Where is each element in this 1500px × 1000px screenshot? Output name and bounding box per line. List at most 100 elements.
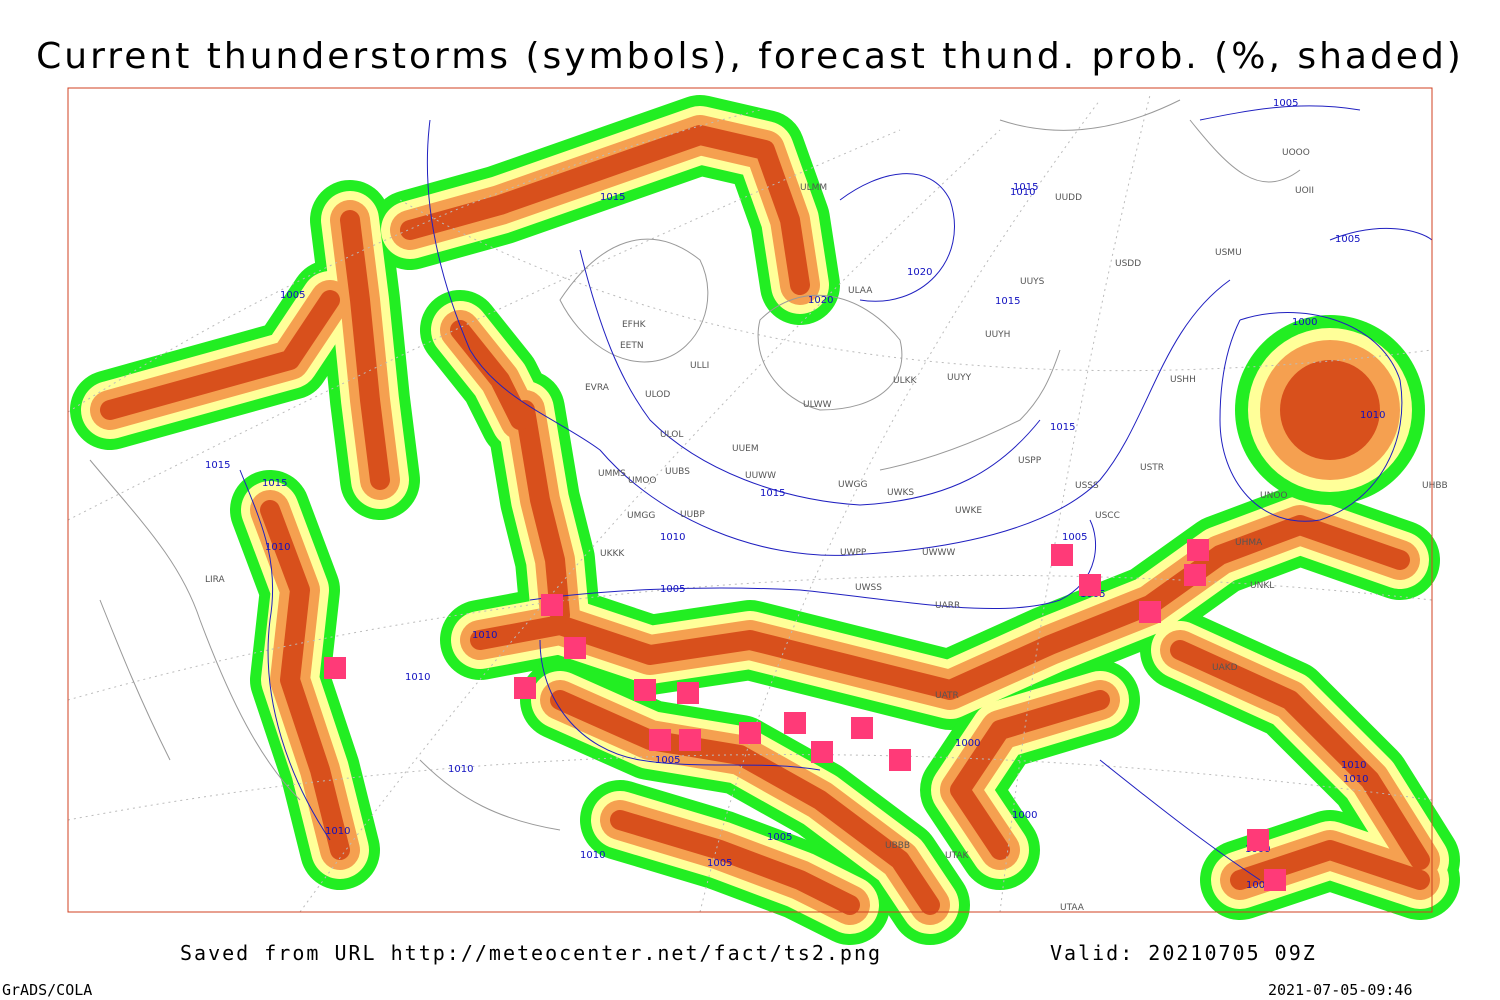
isobar-label: 1005 bbox=[1062, 532, 1087, 543]
isobar bbox=[239, 469, 331, 841]
station-label: ULAA bbox=[848, 286, 873, 296]
isobar-label: 1000 bbox=[955, 738, 980, 749]
probability-field bbox=[70, 95, 1460, 945]
station-label: UNKL bbox=[1250, 581, 1274, 591]
graticule-line bbox=[67, 574, 1433, 701]
map-title: Current thunderstorms (symbols), forecas… bbox=[36, 36, 1464, 77]
graticule-line bbox=[299, 129, 1001, 913]
isobar-label: 1005 bbox=[655, 755, 680, 766]
probability-band bbox=[450, 320, 530, 430]
storm-symbol bbox=[1051, 544, 1073, 566]
storm-symbol bbox=[677, 682, 699, 704]
station-label: ULOD bbox=[645, 390, 670, 400]
storm-symbol bbox=[634, 679, 656, 701]
station-label: EFHK bbox=[622, 320, 647, 330]
probability-band bbox=[400, 125, 810, 295]
coastline bbox=[999, 99, 1301, 183]
station-label: UUYH bbox=[985, 330, 1010, 340]
isobar-label: 1010 bbox=[1343, 774, 1368, 785]
storm-symbol bbox=[1079, 574, 1101, 596]
station-label: UARR bbox=[935, 601, 960, 611]
isobar bbox=[426, 119, 1231, 556]
isobar-label: 1000 bbox=[1246, 880, 1271, 891]
coastline bbox=[757, 294, 903, 411]
station-label: UWPP bbox=[840, 548, 867, 558]
station-label: UWKE bbox=[955, 506, 982, 516]
probability-band bbox=[950, 690, 1110, 860]
isobar-label: 1010 bbox=[1360, 410, 1385, 421]
station-label: UUBS bbox=[665, 467, 690, 477]
probability-band bbox=[470, 515, 1410, 700]
isobar-label: 1015 bbox=[600, 192, 625, 203]
graticule bbox=[67, 94, 1433, 913]
graticule-line bbox=[67, 109, 761, 413]
storm-symbol bbox=[811, 741, 833, 763]
graticule-line bbox=[67, 129, 901, 521]
station-label: UMMS bbox=[598, 469, 626, 479]
station-label: USTR bbox=[1140, 463, 1164, 473]
isobar bbox=[839, 173, 955, 302]
isobar-label: 1015 bbox=[995, 296, 1020, 307]
isobar-label: 1005 bbox=[1335, 234, 1360, 245]
station-label: USHH bbox=[1170, 375, 1196, 385]
storm-symbol bbox=[564, 637, 586, 659]
isobar-label: 1010 bbox=[580, 850, 605, 861]
station-label: UOII bbox=[1295, 186, 1314, 196]
station-label: UBBB bbox=[885, 841, 910, 851]
graticule-line bbox=[699, 99, 1101, 913]
storm-symbol bbox=[541, 594, 563, 616]
station-label: ULOL bbox=[660, 430, 683, 440]
station-label: UUEM bbox=[732, 444, 759, 454]
software: GrADS/COLA bbox=[2, 981, 92, 999]
station-label: USSS bbox=[1075, 481, 1099, 491]
station-label: UUBP bbox=[680, 510, 705, 520]
map-labels: 1010 1015 1005 1010 1015 1015 1010 1010 1005 1010… bbox=[205, 98, 1448, 913]
probability-band bbox=[100, 290, 340, 420]
storm-symbol bbox=[679, 729, 701, 751]
timestamp: 2021-07-05-09:46 bbox=[1268, 981, 1413, 999]
station-label: UAKD bbox=[1212, 663, 1238, 673]
coastlines bbox=[89, 99, 1301, 831]
station-label: UUYY bbox=[947, 373, 972, 383]
station-label: USPP bbox=[1018, 456, 1042, 466]
storm-symbol bbox=[1187, 539, 1209, 561]
station-label: UMOO bbox=[628, 476, 657, 486]
valid-time: Valid: 20210705 09Z bbox=[1050, 941, 1317, 965]
isobar bbox=[539, 639, 821, 771]
storm-symbol bbox=[851, 717, 873, 739]
station-label: UUWW bbox=[745, 471, 776, 481]
probability-band bbox=[550, 690, 940, 915]
isobar-label: 1010 bbox=[265, 542, 290, 553]
station-label: EETN bbox=[620, 341, 644, 351]
storm-symbol bbox=[514, 677, 536, 699]
isobar-label: 1010 bbox=[1341, 760, 1366, 771]
coastline bbox=[879, 349, 1061, 471]
station-label: UWGG bbox=[838, 480, 867, 490]
station-label: ULMM bbox=[800, 183, 827, 193]
station-label: UWKS bbox=[887, 488, 914, 498]
station-label: UUDD bbox=[1055, 193, 1082, 203]
station-label: EVRA bbox=[585, 383, 610, 393]
station-label: UNOO bbox=[1260, 491, 1288, 501]
storm-symbol bbox=[784, 712, 806, 734]
storm-symbol bbox=[1247, 829, 1269, 851]
station-label: UTAA bbox=[1060, 903, 1085, 913]
storm-symbol bbox=[889, 749, 911, 771]
isobar-label: 1005 bbox=[707, 858, 732, 869]
station-label: USCC bbox=[1095, 511, 1120, 521]
isobar-label: 1015 bbox=[760, 488, 785, 499]
station-label: UUYS bbox=[1020, 277, 1045, 287]
station-label: USDD bbox=[1115, 259, 1141, 269]
isobar bbox=[1219, 312, 1403, 522]
probability-band bbox=[610, 810, 860, 915]
saved-from: Saved from URL http://meteocenter.net/fa… bbox=[180, 941, 882, 965]
station-label: ULWW bbox=[803, 400, 832, 410]
storm-symbol bbox=[1139, 601, 1161, 623]
isobar-label: 1005 bbox=[660, 584, 685, 595]
isobar-label: 1000 bbox=[1292, 317, 1317, 328]
isobar-label: 1015 bbox=[1050, 422, 1075, 433]
station-label: ULLI bbox=[690, 361, 709, 371]
isobar-label: 1015 bbox=[1013, 182, 1038, 193]
isobar bbox=[579, 249, 1041, 506]
